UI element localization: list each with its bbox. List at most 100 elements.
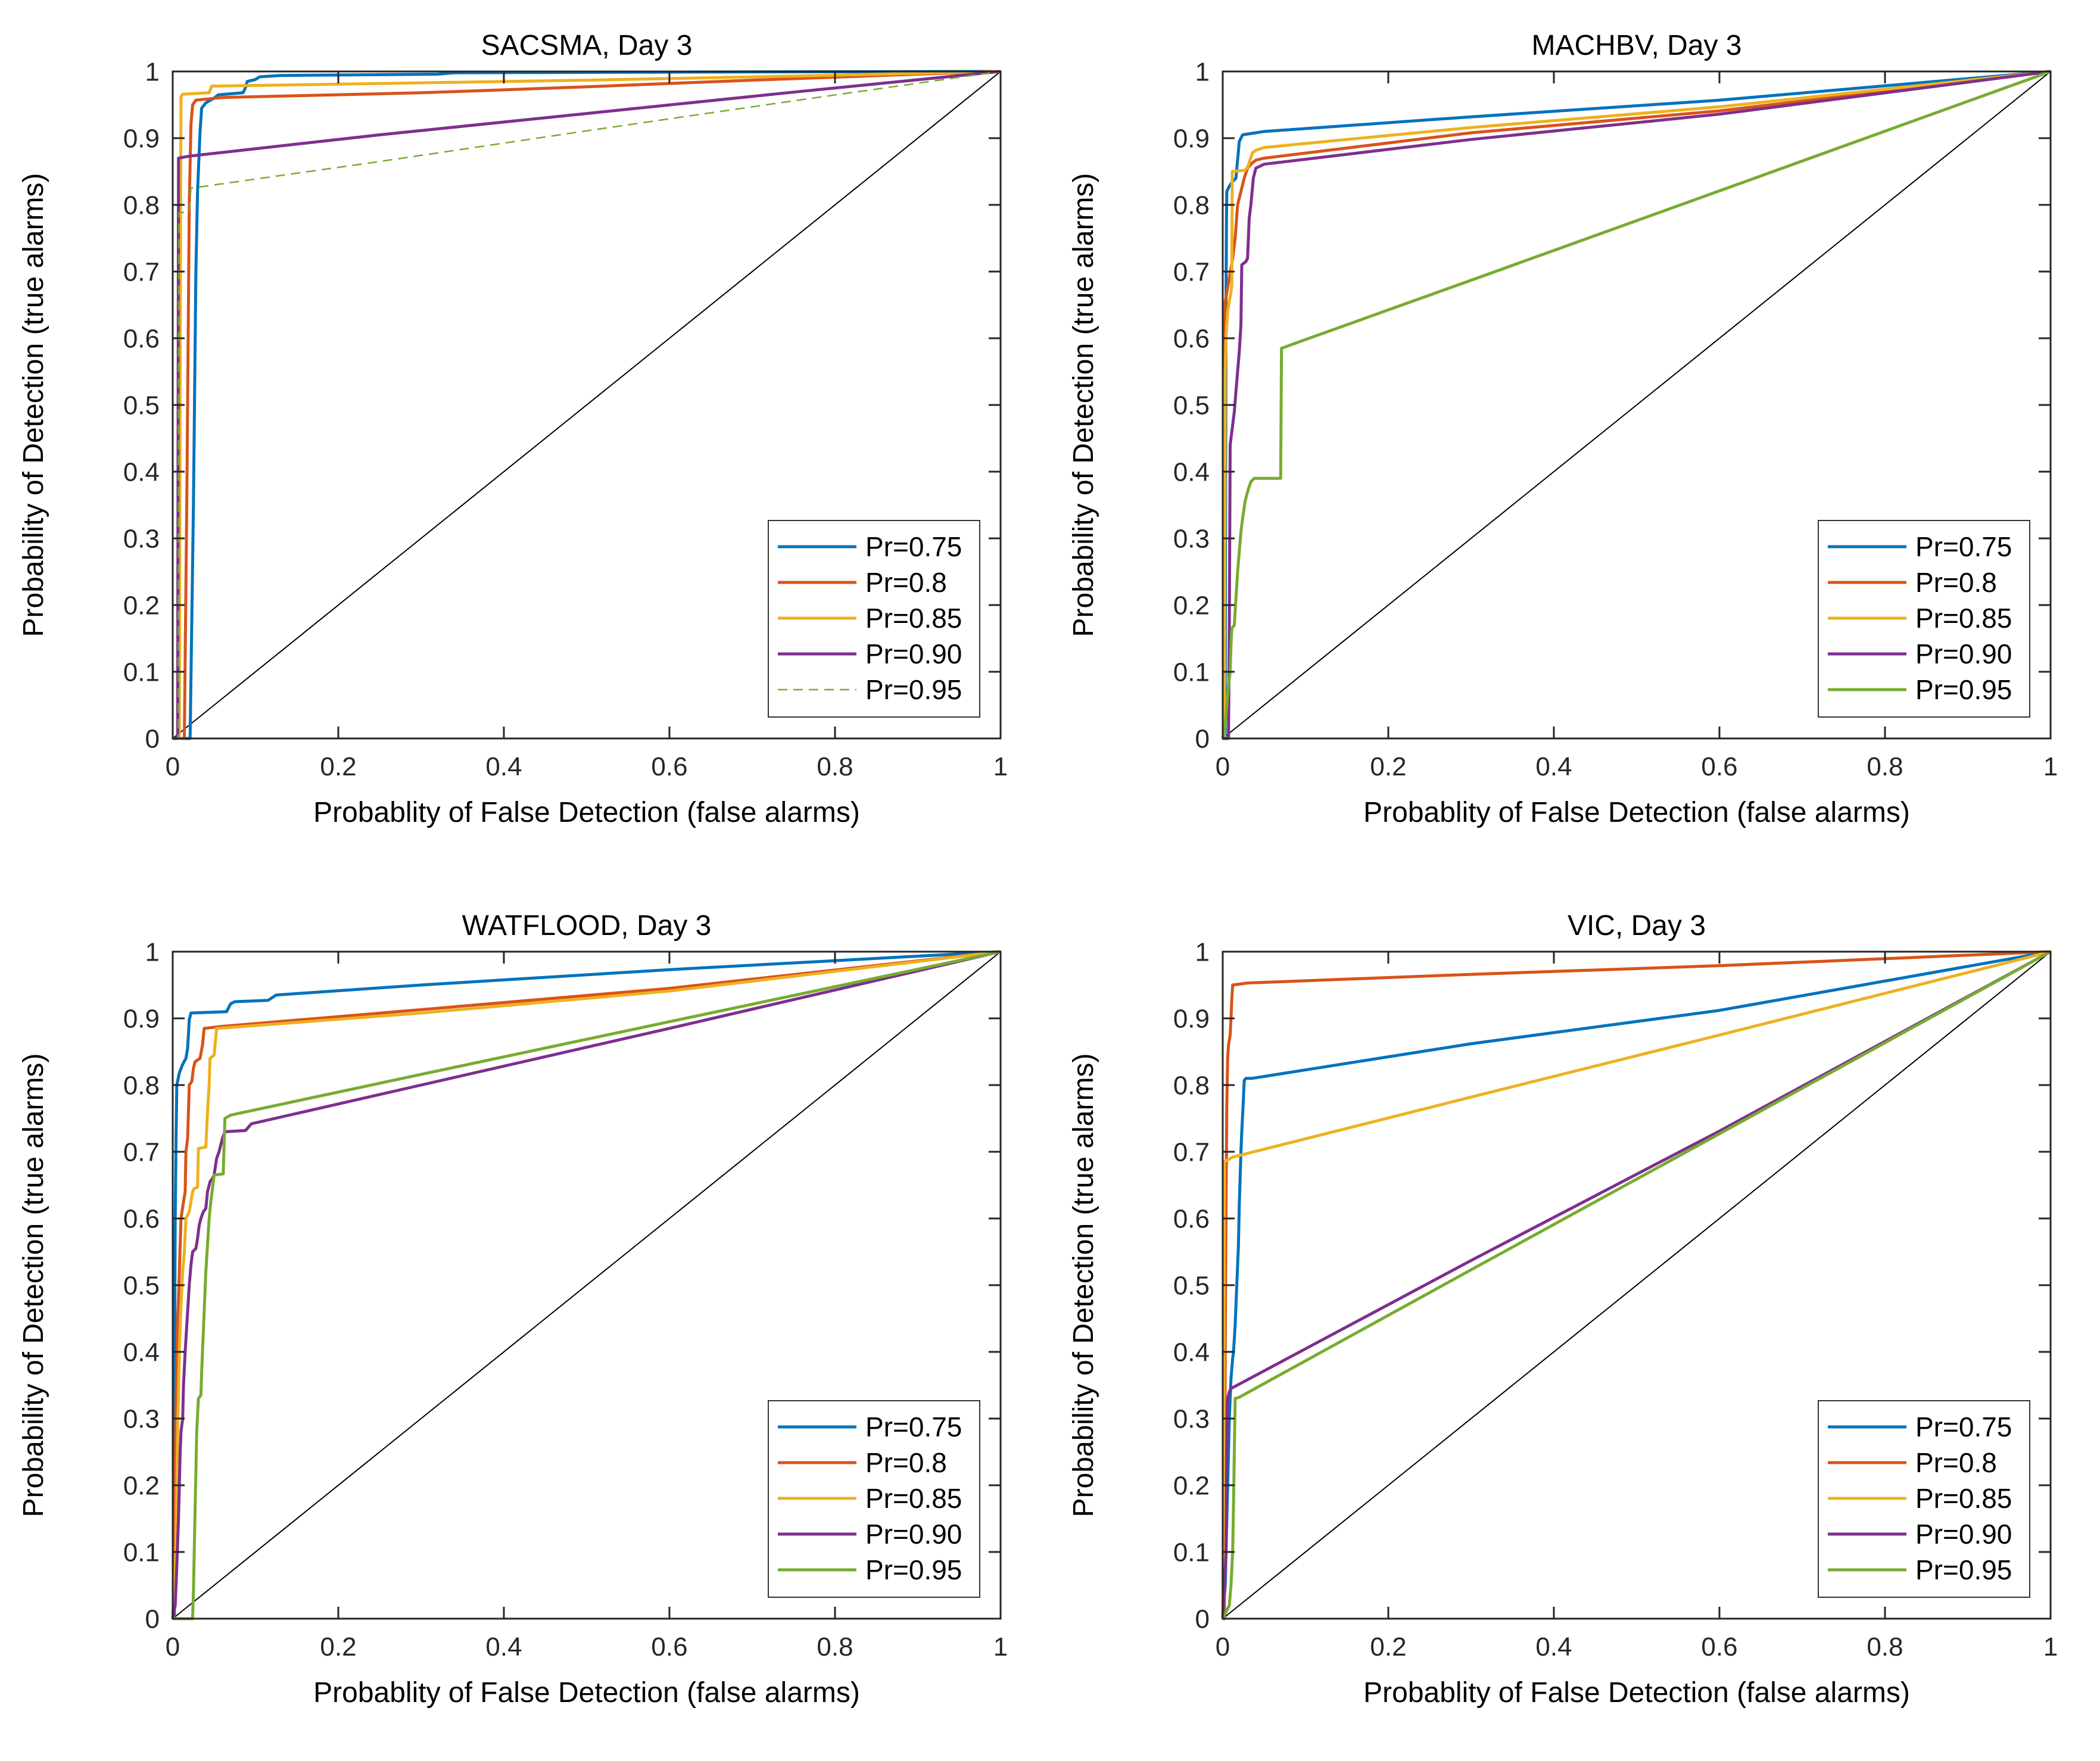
x-tick-label: 1 <box>993 1632 1008 1662</box>
legend-label: Pr=0.75 <box>1915 1411 2012 1442</box>
no-skill-diagonal <box>1222 951 2051 1619</box>
legend-entry: Pr=0.75 <box>1828 1411 2012 1442</box>
y-tick-label: 0.3 <box>123 1404 160 1433</box>
legend-entry: Pr=0.75 <box>778 531 962 562</box>
series-line-Pr=0.95 <box>173 70 1001 740</box>
y-tick-label: 0.3 <box>1173 1404 1210 1433</box>
y-tick-label: 0.4 <box>123 457 160 487</box>
y-tick-label: 0.8 <box>1173 191 1210 220</box>
series-line-Pr=0.90 <box>1221 950 2052 1619</box>
legend-label: Pr=0.90 <box>1915 1519 2012 1550</box>
roc-chart-svg: 0 0.2 0.4 0.6 0.8 1 0 0.1 0.2 0.3 0.4 0.5 0.6 0.7 0.8 0… <box>18 30 1008 828</box>
legend: Pr=0.75 Pr=0.8 Pr=0.85 Pr=0.90 Pr=0.95 <box>1818 1400 2030 1598</box>
legend-label: Pr=0.8 <box>1915 567 1997 598</box>
legend-label: Pr=0.90 <box>865 638 962 669</box>
legend-entry: Pr=0.85 <box>1828 603 2012 634</box>
x-tick-label: 0.6 <box>1701 1632 1737 1662</box>
legend: Pr=0.75 Pr=0.8 Pr=0.85 Pr=0.90 Pr=0.95 <box>768 1400 980 1598</box>
y-tick-label: 0.5 <box>123 391 160 420</box>
series-line-Pr=0.75 <box>1221 950 2051 1619</box>
legend-label: Pr=0.90 <box>865 1519 962 1550</box>
y-tick-label: 0.6 <box>1173 1204 1210 1233</box>
x-tick-label: 0.2 <box>320 1632 356 1662</box>
y-tick-label: 0.1 <box>1173 1538 1210 1567</box>
y-tick-label: 0.7 <box>1173 1137 1210 1167</box>
y-tick-label: 0.2 <box>123 591 160 620</box>
y-tick-label: 0.5 <box>1173 1271 1210 1300</box>
legend: Pr=0.75 Pr=0.8 Pr=0.85 Pr=0.90 Pr=0.95 <box>768 520 980 718</box>
y-tick-label: 0.1 <box>123 1538 160 1567</box>
series-line-Pr=0.85 <box>171 950 1001 1619</box>
y-axis-label: Probability of Detection (true alarms) <box>18 173 49 637</box>
x-tick-label: 0.4 <box>1535 752 1572 781</box>
legend-entry: Pr=0.95 <box>778 1554 962 1585</box>
y-tick-label: 0.8 <box>123 1071 160 1100</box>
x-tick-label: 0.4 <box>1535 1632 1572 1662</box>
roc-chart-svg: 0 0.2 0.4 0.6 0.8 1 0 0.1 0.2 0.3 0.4 0.5 0.6 0.7 0.8 0… <box>1068 30 2058 828</box>
no-skill-diagonal <box>172 71 1001 739</box>
x-axis-label: Probablity of False Detection (false ala… <box>313 797 860 828</box>
y-tick-label: 0.6 <box>123 324 160 353</box>
y-axis-label: Probability of Detection (true alarms) <box>18 1054 49 1517</box>
y-tick-label: 0.9 <box>1173 124 1210 153</box>
legend-entry: Pr=0.90 <box>1828 1519 2012 1550</box>
x-tick-label: 0 <box>1216 752 1230 781</box>
plot-title: WATFLOOD, Day 3 <box>462 910 712 942</box>
legend-label: Pr=0.85 <box>1915 603 2012 634</box>
series-line-Pr=0.95 <box>173 950 1001 1620</box>
x-tick-label: 0 <box>1216 1632 1230 1662</box>
y-tick-label: 0.2 <box>123 1471 160 1500</box>
y-tick-label: 0.3 <box>1173 524 1210 553</box>
no-skill-diagonal <box>1222 71 2051 739</box>
legend-entry: Pr=0.90 <box>778 638 962 669</box>
legend-label: Pr=0.85 <box>865 1483 962 1514</box>
series-line-Pr=0.85 <box>1221 950 2051 1619</box>
legend-entry: Pr=0.75 <box>1828 531 2012 562</box>
legend-label: Pr=0.75 <box>865 531 962 562</box>
series-line-Pr=0.85 <box>173 70 1001 740</box>
x-tick-label: 0.4 <box>485 752 522 781</box>
legend-entry: Pr=0.8 <box>778 567 947 598</box>
legend-label: Pr=0.95 <box>865 1554 962 1585</box>
x-tick-label: 0.2 <box>1370 752 1406 781</box>
series-line-Pr=0.95 <box>1221 950 2052 1620</box>
series-line-Pr=0.8 <box>173 70 1001 740</box>
x-tick-label: 0.4 <box>485 1632 522 1662</box>
legend-entry: Pr=0.90 <box>778 1519 962 1550</box>
x-axis-label: Probablity of False Detection (false ala… <box>313 1677 860 1709</box>
legend-entry: Pr=0.85 <box>778 603 962 634</box>
y-axis-label: Probability of Detection (true alarms) <box>1068 1054 1099 1517</box>
x-axis-label: Probablity of False Detection (false ala… <box>1363 797 1910 828</box>
legend-entry: Pr=0.95 <box>1828 674 2012 705</box>
y-axis-label: Probability of Detection (true alarms) <box>1068 173 1099 637</box>
roc-plot-vic: 0 0.2 0.4 0.6 0.8 1 0 0.1 0.2 0.3 0.4 0.5 0.6 0.7 0.8 0… <box>1050 880 2100 1760</box>
plot-title: SACSMA, Day 3 <box>481 30 693 61</box>
y-tick-label: 0.6 <box>123 1204 160 1233</box>
y-tick-label: 0.5 <box>123 1271 160 1300</box>
y-tick-label: 0.1 <box>1173 657 1210 687</box>
legend-label: Pr=0.75 <box>1915 531 2012 562</box>
x-tick-label: 0.2 <box>1370 1632 1406 1662</box>
y-tick-label: 0 <box>145 1604 160 1634</box>
y-tick-label: 0.9 <box>123 124 160 153</box>
y-tick-label: 0.6 <box>1173 324 1210 353</box>
roc-chart-svg: 0 0.2 0.4 0.6 0.8 1 0 0.1 0.2 0.3 0.4 0.5 0.6 0.7 0.8 0… <box>1068 910 2058 1709</box>
legend-label: Pr=0.8 <box>865 1447 947 1478</box>
y-tick-label: 1 <box>1195 937 1210 967</box>
legend-label: Pr=0.90 <box>1915 638 2012 669</box>
series-line-Pr=0.90 <box>173 70 1001 740</box>
legend-box <box>768 520 980 718</box>
y-tick-label: 0.7 <box>123 1137 160 1167</box>
y-tick-label: 0.1 <box>123 657 160 687</box>
y-tick-label: 0.7 <box>123 257 160 286</box>
y-tick-label: 0.9 <box>1173 1004 1210 1033</box>
x-tick-label: 0.8 <box>1867 752 1903 781</box>
y-tick-label: 0.8 <box>1173 1071 1210 1100</box>
y-tick-label: 0.2 <box>1173 591 1210 620</box>
plot-title: VIC, Day 3 <box>1568 910 1706 942</box>
series-line-Pr=0.8 <box>171 950 1001 1619</box>
legend-entry: Pr=0.8 <box>1828 1447 1997 1478</box>
legend-entry: Pr=0.8 <box>778 1447 947 1478</box>
y-tick-label: 0.8 <box>123 191 160 220</box>
